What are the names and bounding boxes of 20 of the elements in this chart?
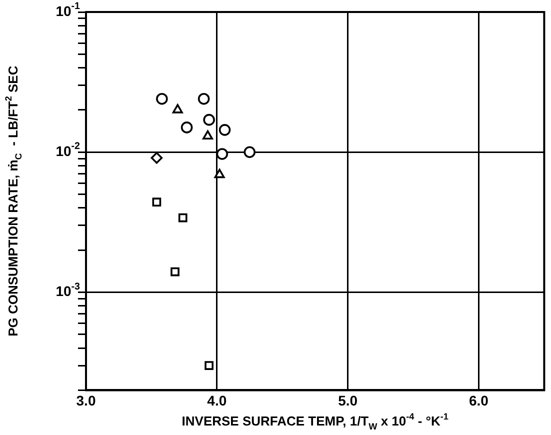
point (218, 124, 231, 136)
y-axis-title: PG CONSUMPTION RATE, ṁC - LB/FT2 SEC (3, 65, 24, 336)
point (172, 104, 183, 114)
point (202, 130, 213, 140)
point (150, 152, 163, 164)
point (204, 361, 214, 370)
point (156, 92, 168, 105)
x-tick-label: 6.0 (469, 392, 489, 408)
point (198, 92, 210, 105)
point (214, 168, 225, 178)
point (178, 213, 188, 222)
point (203, 114, 215, 126)
point (244, 146, 256, 158)
x-tick-label: 4.0 (207, 392, 227, 408)
x-tick-label: 5.0 (338, 392, 358, 408)
point (180, 122, 193, 134)
point (152, 198, 162, 207)
x-tick-label: 3.0 (76, 392, 96, 408)
point (170, 267, 180, 276)
point (216, 148, 228, 160)
